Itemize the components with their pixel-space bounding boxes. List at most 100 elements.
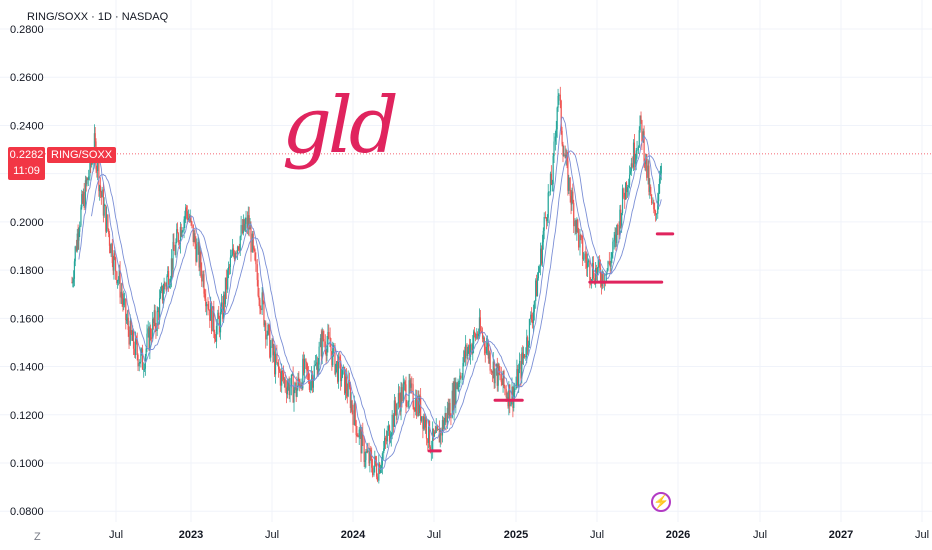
candle [617,223,619,236]
candle [274,347,277,384]
candle [516,359,518,389]
candle [83,182,85,211]
candle [77,224,79,250]
candle [485,337,488,355]
candle [130,319,132,336]
candle [458,380,460,393]
candle [498,363,500,376]
candle [209,309,211,328]
lightning-bolt-icon[interactable]: ⚡ [651,492,671,512]
x-axis-ticks: Jul 2023 Jul 2024 Jul 2025 Jul 2026 Jul 2027 Jul [109,529,929,541]
candle [152,317,155,330]
candle [640,111,642,124]
candle [273,343,275,363]
candle [228,264,231,275]
candle [537,265,539,281]
candle [561,126,563,147]
candle [177,232,179,246]
candle [73,270,75,288]
candle [131,330,133,341]
candle [289,378,291,403]
candle [240,215,242,241]
candle [119,261,121,304]
candle [336,360,338,373]
candle [628,178,630,197]
candle [85,176,87,192]
candle [78,227,80,250]
candle [344,366,346,396]
last-price-time: 11:09 [13,165,40,177]
candle [75,239,78,253]
candle [527,340,530,356]
candle [443,417,445,430]
candle [385,430,387,445]
candle [71,276,73,284]
candle [438,420,440,443]
candle [252,230,254,253]
candle [497,362,499,392]
candle [499,366,501,381]
candle [323,330,325,348]
candle [548,191,550,197]
candle [528,318,531,349]
x-tick-label: Jul [265,529,279,541]
candle [191,220,193,229]
candle [365,448,367,468]
candle [446,401,448,429]
x-tick-label: Jul [109,529,123,541]
candle [352,404,354,433]
candle [459,368,461,388]
candle [187,209,190,222]
candle [451,382,453,419]
candle [420,416,423,423]
candle [342,364,344,375]
candle [533,300,535,321]
candle [355,419,357,444]
candle [173,233,175,251]
candle [281,369,284,382]
candle [384,435,387,450]
candle [347,370,349,398]
candle [80,204,82,228]
candle [143,362,145,378]
candle [613,231,615,250]
candle [560,99,562,135]
candle [424,413,427,434]
candle [611,251,613,264]
candle [536,272,539,297]
x-tick-label: Jul [753,529,767,541]
candle [439,427,441,448]
candle [573,199,575,234]
candle [311,366,313,391]
candle [478,308,481,339]
candle [267,322,269,336]
candle [121,282,123,307]
candle [395,403,397,425]
candle [586,251,588,277]
candle [117,279,119,289]
candle [199,245,201,276]
candle [522,345,524,365]
candle [97,160,99,181]
candle [230,249,232,258]
candle [375,455,378,480]
candle [232,238,234,257]
candle [466,343,468,366]
candle [638,126,640,148]
moving-average-line [78,116,662,470]
candle [652,197,654,205]
x-tick-label: Jul [590,529,604,541]
candle [625,182,627,200]
candle [649,178,651,199]
candle [473,326,476,338]
candle [390,432,392,447]
candle [493,360,495,390]
candle [434,425,436,434]
candle [253,245,255,252]
candle [404,380,406,392]
candle [98,159,100,197]
candle [101,186,103,198]
candle [428,420,431,449]
candle [508,381,510,416]
